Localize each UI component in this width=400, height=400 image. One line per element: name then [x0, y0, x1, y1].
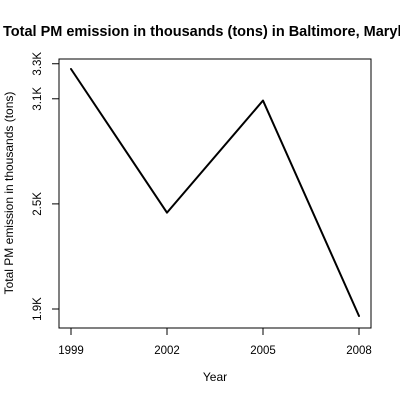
plot-frame — [58, 58, 372, 329]
x-axis-title: Year — [203, 370, 227, 384]
y-axis-title: Total PM emission in thousands (tons) — [2, 92, 16, 295]
chart-title: Total PM emission in thousands (tons) in… — [3, 24, 400, 40]
x-axis-ticks: 1999 2002 2005 2008 — [58, 328, 372, 357]
series-line — [70, 68, 360, 317]
x-tick-label: 1999 — [58, 345, 84, 357]
y-axis-ticks: 1.9K 2.5K 3.1K 3.3K — [32, 52, 59, 321]
x-tick-label: 2005 — [250, 345, 276, 357]
y-tick-label: 1.9K — [32, 297, 44, 321]
y-tick-label: 2.5K — [32, 192, 44, 216]
x-tick-label: 2008 — [346, 345, 372, 357]
series-layer — [70, 68, 360, 317]
x-tick-label: 2002 — [154, 345, 180, 357]
y-tick-label: 3.1K — [32, 87, 44, 111]
y-tick-label: 3.3K — [32, 52, 44, 76]
